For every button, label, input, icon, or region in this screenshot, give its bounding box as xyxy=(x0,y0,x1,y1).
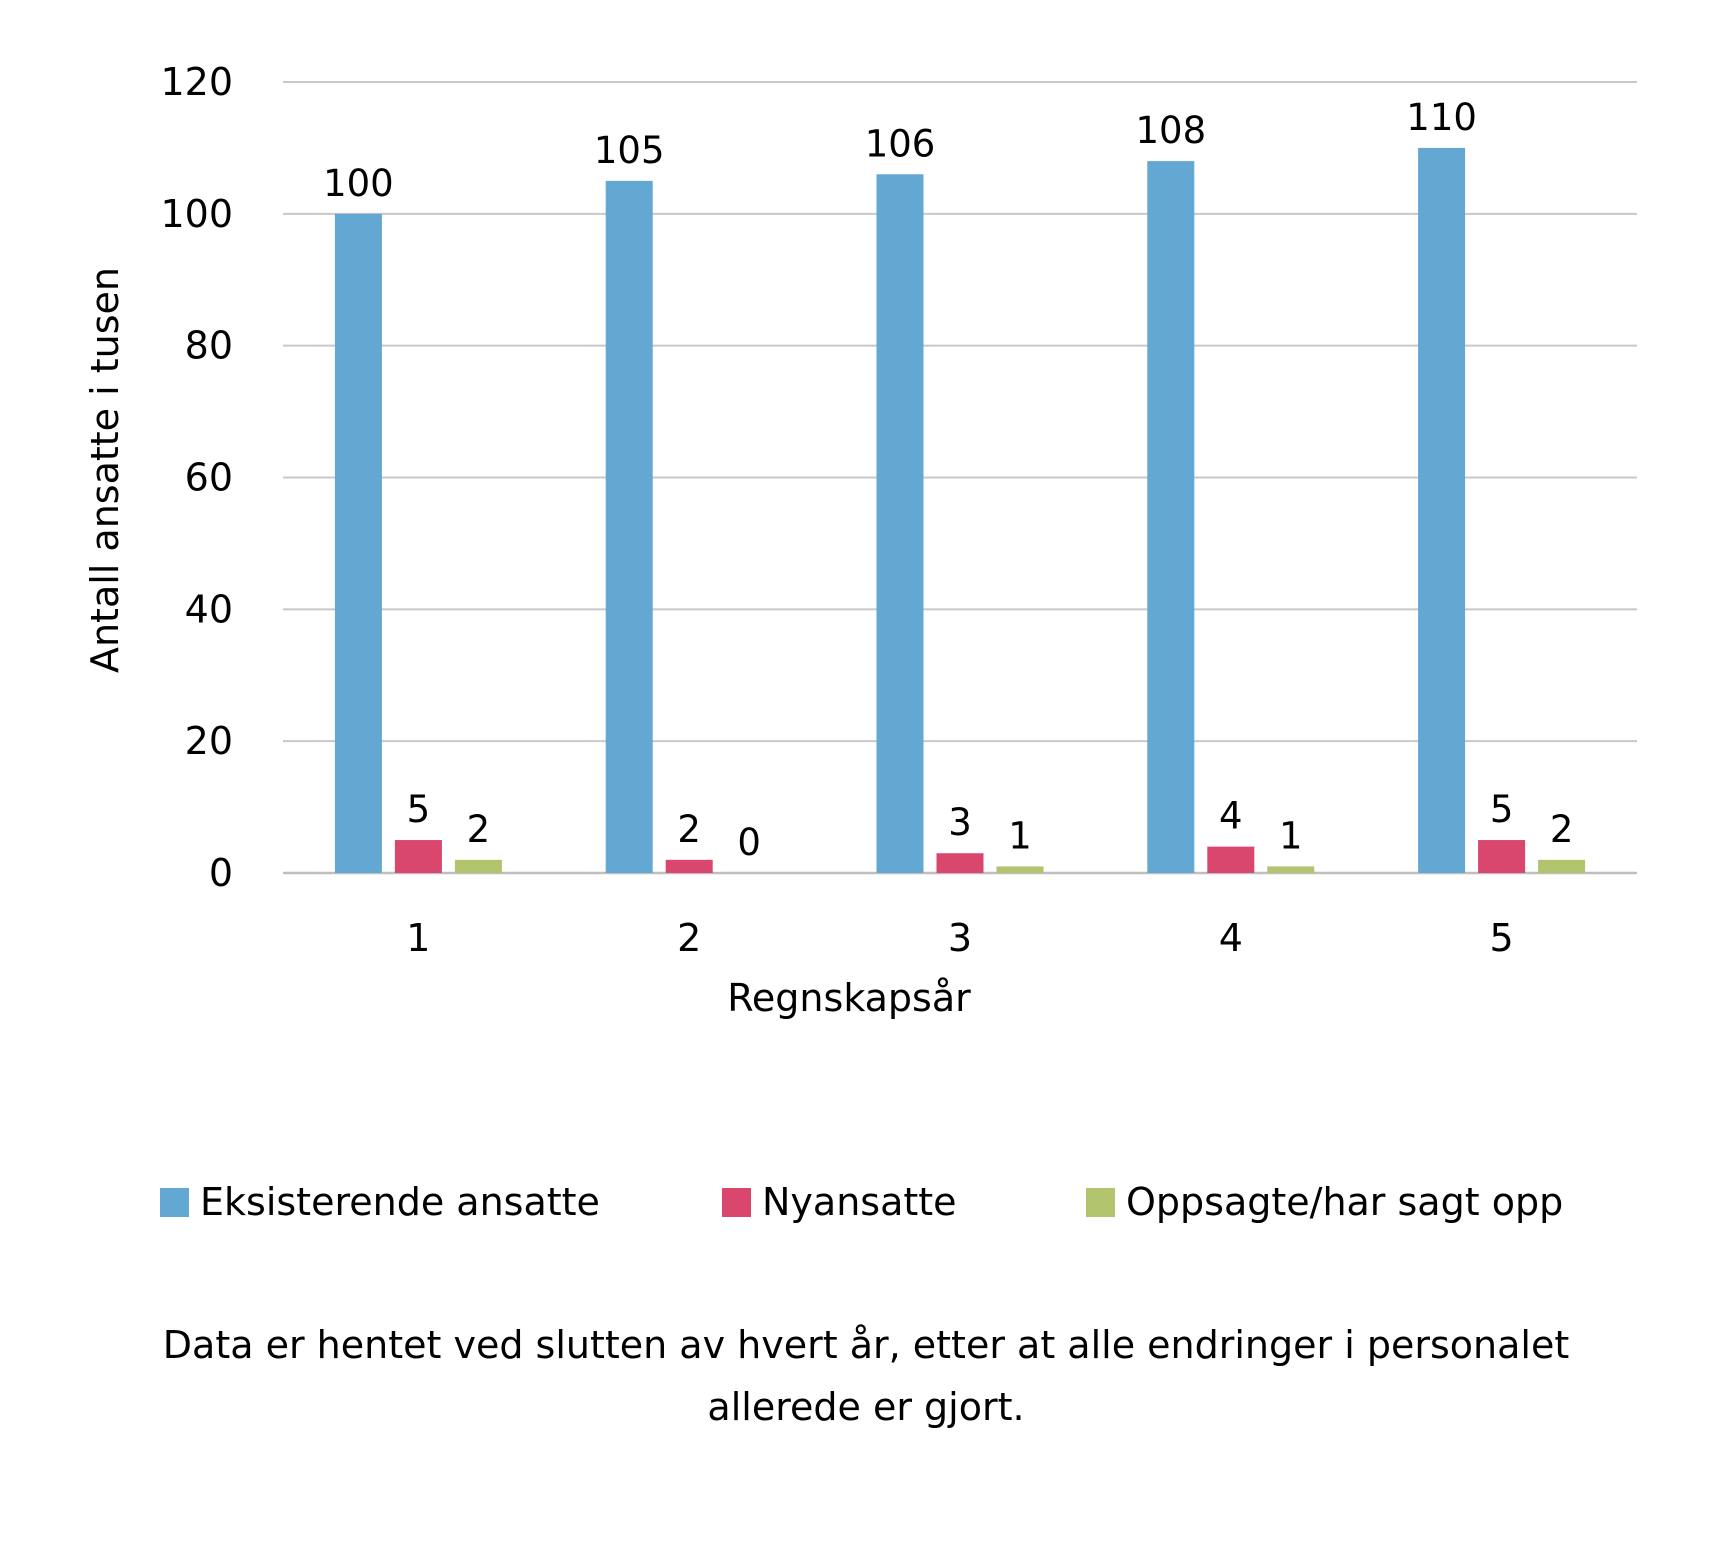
data-label-s1-c1: 100 xyxy=(323,162,394,205)
x-tick-label-3: 3 xyxy=(948,916,972,960)
legend-swatch-oppsagte xyxy=(1086,1188,1115,1217)
data-label-s2-c1: 5 xyxy=(407,788,431,831)
x-tick-label-5: 5 xyxy=(1490,916,1514,960)
legend-label-nyansatte: Nyansatte xyxy=(762,1180,957,1224)
data-label-s3-c3: 1 xyxy=(1008,814,1032,857)
bar-s2-c2 xyxy=(665,859,713,873)
x-axis-title: Regnskapsår xyxy=(727,976,971,1020)
legend-label-oppsagte: Oppsagte/har sagt opp xyxy=(1126,1180,1563,1224)
bar-s3-c1 xyxy=(454,859,502,873)
y-tick-label-120: 120 xyxy=(160,60,233,104)
bar-s1-c3 xyxy=(876,174,924,874)
y-tick-label-60: 60 xyxy=(185,456,233,500)
data-label-s1-c2: 105 xyxy=(594,129,665,172)
legend-swatch-eksisterende xyxy=(160,1188,189,1217)
data-label-s1-c5: 110 xyxy=(1406,96,1477,139)
data-label-s2-c5: 5 xyxy=(1490,788,1514,831)
data-label-s3-c4: 1 xyxy=(1279,814,1303,857)
data-label-s3-c2: 0 xyxy=(737,821,761,864)
legend-swatch-nyansatte xyxy=(722,1188,751,1217)
bar-s1-c1 xyxy=(334,213,382,874)
y-tick-label-20: 20 xyxy=(185,719,233,763)
bar-s1-c5 xyxy=(1418,147,1466,873)
note-line-1: Data er hentet ved slutten av hvert år, … xyxy=(163,1323,1569,1367)
bars xyxy=(334,147,1586,874)
bar-s1-c2 xyxy=(605,180,653,873)
data-label-s2-c4: 4 xyxy=(1219,795,1243,838)
note-line-2: allerede er gjort. xyxy=(707,1385,1024,1429)
bar-s1-c4 xyxy=(1147,161,1195,874)
x-tick-label-1: 1 xyxy=(406,916,430,960)
y-tick-label-0: 0 xyxy=(209,851,233,895)
y-axis-ticks: 0 20 40 60 80 100 120 xyxy=(160,60,233,895)
x-tick-label-4: 4 xyxy=(1219,916,1243,960)
data-label-s2-c2: 2 xyxy=(677,808,701,851)
bar-s2-c3 xyxy=(936,853,984,873)
data-label-s3-c1: 2 xyxy=(467,808,491,851)
bar-s2-c1 xyxy=(394,840,442,873)
bar-s2-c5 xyxy=(1478,840,1526,873)
bar-s3-c3 xyxy=(996,866,1044,873)
data-label-s1-c4: 108 xyxy=(1135,109,1206,152)
y-tick-label-100: 100 xyxy=(160,192,233,236)
y-tick-label-40: 40 xyxy=(185,587,233,631)
bar-s3-c5 xyxy=(1538,859,1586,873)
bar-s2-c4 xyxy=(1207,846,1255,873)
y-tick-label-80: 80 xyxy=(185,324,233,368)
legend: Eksisterende ansatte Nyansatte Oppsagte/… xyxy=(160,1180,1563,1224)
data-label-s3-c5: 2 xyxy=(1550,808,1574,851)
data-label-s1-c3: 106 xyxy=(865,122,936,165)
bar-s3-c4 xyxy=(1267,866,1315,873)
legend-label-eksisterende: Eksisterende ansatte xyxy=(200,1180,600,1224)
x-axis-ticks: 1 2 3 4 5 xyxy=(406,916,1513,960)
x-tick-label-2: 2 xyxy=(677,916,701,960)
y-axis-title: Antall ansatte i tusen xyxy=(83,267,127,673)
data-label-s2-c3: 3 xyxy=(948,801,972,844)
gridlines xyxy=(283,81,1637,875)
